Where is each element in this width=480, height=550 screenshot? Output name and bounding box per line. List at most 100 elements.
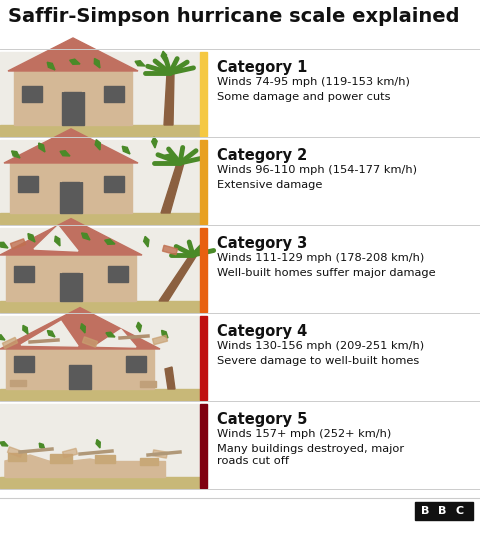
Polygon shape xyxy=(122,146,130,154)
Polygon shape xyxy=(0,243,8,248)
Bar xyxy=(104,176,124,192)
Text: Saffir-Simpson hurricane scale explained: Saffir-Simpson hurricane scale explained xyxy=(8,7,459,26)
Polygon shape xyxy=(48,331,55,337)
Bar xyxy=(108,266,128,282)
Bar xyxy=(200,52,207,136)
Text: C: C xyxy=(456,506,464,516)
Bar xyxy=(18,176,38,192)
Text: Category 3: Category 3 xyxy=(217,236,307,251)
Text: Well-built homes suffer major damage: Well-built homes suffer major damage xyxy=(217,268,436,278)
Polygon shape xyxy=(62,448,78,458)
Bar xyxy=(70,382,86,388)
Bar xyxy=(415,502,473,520)
Polygon shape xyxy=(39,143,45,152)
Polygon shape xyxy=(21,321,78,346)
Polygon shape xyxy=(39,443,45,450)
Polygon shape xyxy=(162,245,178,255)
Polygon shape xyxy=(159,255,197,301)
Text: B: B xyxy=(438,506,447,516)
Bar xyxy=(5,461,165,477)
Polygon shape xyxy=(0,335,5,340)
Polygon shape xyxy=(82,233,90,240)
Polygon shape xyxy=(4,129,138,163)
Bar xyxy=(14,266,34,282)
Text: Severe damage to well-built homes: Severe damage to well-built homes xyxy=(217,356,419,366)
Text: Winds 74-95 mph (119-153 km/h): Winds 74-95 mph (119-153 km/h) xyxy=(217,77,410,87)
Polygon shape xyxy=(8,38,138,71)
Text: Category 2: Category 2 xyxy=(217,148,307,163)
Polygon shape xyxy=(7,447,23,457)
Polygon shape xyxy=(165,367,175,389)
Polygon shape xyxy=(55,236,60,246)
Text: Category 5: Category 5 xyxy=(217,412,307,427)
Bar xyxy=(10,380,26,386)
Polygon shape xyxy=(161,51,167,62)
Polygon shape xyxy=(70,59,80,64)
Bar xyxy=(418,504,433,518)
Bar xyxy=(140,458,158,465)
Polygon shape xyxy=(165,154,175,160)
Bar xyxy=(6,255,136,301)
Text: Many buildings destroyed, major
roads cut off: Many buildings destroyed, major roads cu… xyxy=(217,444,404,466)
Bar xyxy=(10,163,132,213)
Bar xyxy=(0,125,200,136)
Bar xyxy=(8,453,26,461)
Bar xyxy=(95,455,115,463)
Polygon shape xyxy=(95,140,100,150)
Bar xyxy=(0,301,200,312)
Text: Winds 157+ mph (252+ km/h): Winds 157+ mph (252+ km/h) xyxy=(217,429,391,439)
Text: Winds 111-129 mph (178-208 km/h): Winds 111-129 mph (178-208 km/h) xyxy=(217,253,424,263)
Bar xyxy=(140,381,156,387)
Bar xyxy=(452,504,467,518)
Bar xyxy=(6,349,154,389)
Text: Winds 96-110 mph (154-177 km/h): Winds 96-110 mph (154-177 km/h) xyxy=(217,165,417,175)
Bar xyxy=(104,86,124,102)
Bar xyxy=(14,356,34,372)
Polygon shape xyxy=(161,163,184,213)
Polygon shape xyxy=(153,450,168,458)
Text: Extensive damage: Extensive damage xyxy=(217,180,323,190)
Polygon shape xyxy=(106,332,115,337)
Bar xyxy=(0,389,200,400)
Polygon shape xyxy=(96,439,100,448)
Text: Winds 130-156 mph (209-251 km/h): Winds 130-156 mph (209-251 km/h) xyxy=(217,341,424,351)
Bar xyxy=(200,140,207,224)
Polygon shape xyxy=(153,336,168,345)
Polygon shape xyxy=(5,455,165,477)
Polygon shape xyxy=(144,236,149,247)
Polygon shape xyxy=(164,73,174,125)
Bar xyxy=(69,365,91,389)
Polygon shape xyxy=(152,137,157,148)
Bar xyxy=(200,228,207,312)
Text: B: B xyxy=(421,506,430,516)
Polygon shape xyxy=(28,234,35,242)
Polygon shape xyxy=(0,442,8,446)
Polygon shape xyxy=(11,239,25,249)
Polygon shape xyxy=(135,60,145,66)
Bar xyxy=(0,228,200,312)
Polygon shape xyxy=(60,151,70,156)
Bar xyxy=(0,404,200,488)
Polygon shape xyxy=(12,151,20,158)
Polygon shape xyxy=(136,322,142,332)
Polygon shape xyxy=(34,226,78,251)
Bar xyxy=(50,454,72,463)
Bar xyxy=(0,140,200,224)
Polygon shape xyxy=(83,337,97,347)
Bar xyxy=(0,52,200,136)
Bar xyxy=(14,71,132,125)
Bar xyxy=(126,356,146,372)
Polygon shape xyxy=(96,329,136,347)
Bar xyxy=(0,316,200,400)
Bar xyxy=(435,504,450,518)
Polygon shape xyxy=(0,218,142,255)
Polygon shape xyxy=(94,58,100,68)
Polygon shape xyxy=(81,323,85,333)
Bar xyxy=(60,182,82,213)
Bar xyxy=(0,213,200,224)
Polygon shape xyxy=(0,307,160,349)
Polygon shape xyxy=(162,331,168,338)
Bar xyxy=(62,92,84,125)
Polygon shape xyxy=(105,239,115,244)
Bar xyxy=(60,273,82,301)
